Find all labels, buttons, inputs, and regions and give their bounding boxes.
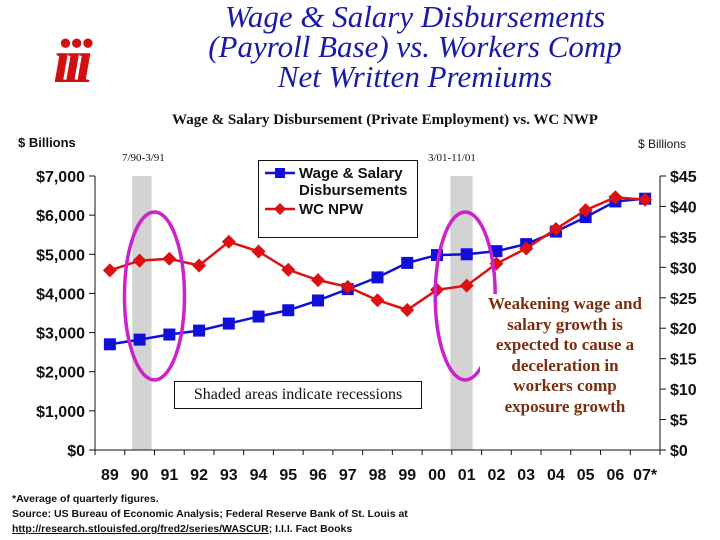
legend-label-wage: Wage & Salary Disbursements [299,165,408,199]
recession-label-1: 7/90-3/91 [122,152,165,164]
footnote-suffix: ; I.I.I. Fact Books [268,523,353,535]
recession-band-1 [132,176,152,450]
left-tick-label: $7,000 [36,169,85,186]
npw-data-point [608,190,623,205]
npw-data-point [459,278,474,293]
npw-data-point [162,251,177,266]
footnote-line-3: http://research.stlouisfed.org/fred2/ser… [12,522,712,537]
npw-data-point [400,302,415,317]
npw-data-point [251,244,266,259]
x-tick-label: 97 [339,467,357,484]
x-tick-label: 90 [131,467,149,484]
footnote-line-1: *Average of quarterly figures. [12,493,159,505]
wage-data-point [490,245,503,258]
x-tick-label: 99 [398,467,416,484]
wage-data-point [193,324,206,337]
footnote-line-2: Source: US Bureau of Economic Analysis; … [12,508,408,520]
wage-data-point [163,328,176,341]
wage-data-point [133,333,146,346]
left-tick-label: $0 [67,443,85,460]
x-tick-label: 07* [633,467,658,484]
left-tick-label: $2,000 [36,365,85,382]
npw-data-point [132,253,147,268]
right-tick-label: $40 [670,199,697,216]
npw-data-point [281,262,296,277]
left-tick-label: $1,000 [36,404,85,421]
npw-data-point [578,203,593,218]
wage-data-point [579,211,592,224]
chart-legend: Wage & Salary Disbursements WC NPW [258,160,418,238]
chart-title: Wage & Salary Disbursement (Private Empl… [172,112,598,128]
highlight-ellipse-1 [122,210,187,382]
npw-data-point [638,192,653,207]
right-tick-label: $35 [670,230,697,247]
wage-data-point [282,304,295,317]
recession-shading-note: Shaded areas indicate recessions [174,381,422,409]
right-axis-label: $ Billions [637,137,686,151]
right-tick-label: $15 [670,352,697,369]
npw-data-point [548,221,563,236]
right-tick-label: $25 [670,291,697,308]
x-tick-label: 04 [547,467,565,484]
x-tick-label: 95 [279,467,297,484]
wage-data-point [401,256,414,269]
x-tick-label: 03 [517,467,535,484]
x-tick-label: 96 [309,467,327,484]
npw-data-point [370,293,385,308]
x-tick-label: 94 [250,467,268,484]
source-link[interactable]: http://research.stlouisfed.org/fred2/ser… [12,523,269,535]
iii-logo: iii [53,30,98,92]
wage-data-point [103,338,116,351]
npw-data-point [102,263,117,278]
npw-data-point [311,273,326,288]
right-tick-label: $0 [670,443,688,460]
x-tick-label: 92 [190,467,208,484]
x-tick-label: 02 [488,467,506,484]
x-tick-label: 93 [220,467,238,484]
wage-data-point [312,294,325,307]
right-tick-label: $5 [670,413,688,430]
npw-data-point [340,279,355,294]
callout-note: Weakening wage and salary growth is expe… [480,294,650,442]
right-tick-label: $45 [670,169,697,186]
wage-data-point [371,271,384,284]
x-tick-label: 00 [428,467,446,484]
right-tick-label: $10 [670,382,697,399]
source-footnote: *Average of quarterly figures. Source: U… [12,492,712,537]
title-line-2: (Payroll Base) vs. Workers Comp [208,29,622,64]
left-tick-label: $6,000 [36,208,85,225]
right-tick-label: $20 [670,321,697,338]
x-tick-label: 91 [160,467,178,484]
title-line-1: Wage & Salary Disbursements [224,0,606,34]
title-line-3: Net Written Premiums [277,59,553,94]
npw-data-point [192,258,207,273]
npw-series-swatch-icon [265,203,295,215]
x-tick-label: 06 [606,467,624,484]
left-tick-label: $4,000 [36,286,85,303]
wage-data-point [460,248,473,261]
wage-series-swatch-icon [265,168,295,178]
npw-data-point [221,234,236,249]
x-tick-label: 01 [458,467,476,484]
x-tick-label: 05 [577,467,595,484]
left-axis-label: $ Billions [18,135,76,150]
legend-label-npw: WC NPW [299,201,364,218]
left-tick-label: $3,000 [36,326,85,343]
wage-data-point [252,310,265,323]
x-tick-label: 98 [369,467,387,484]
left-tick-label: $5,000 [36,247,85,264]
npw-data-point [519,241,534,256]
page-title: Wage & Salary Disbursements (Payroll Bas… [120,0,710,94]
recession-label-2: 3/01-11/01 [428,152,476,164]
right-tick-label: $30 [670,260,697,277]
x-tick-label: 89 [101,467,119,484]
wage-data-point [222,317,235,330]
